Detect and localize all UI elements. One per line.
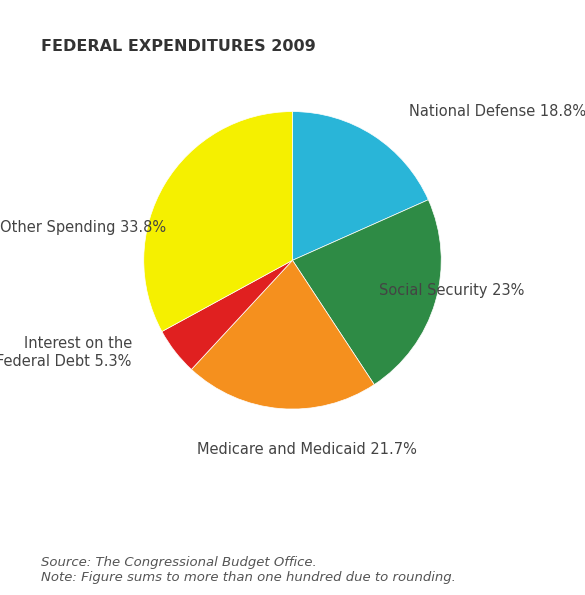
Text: Social Security 23%: Social Security 23% — [378, 283, 524, 298]
Wedge shape — [162, 260, 292, 369]
Wedge shape — [191, 260, 374, 409]
Wedge shape — [292, 200, 441, 384]
Wedge shape — [144, 112, 292, 331]
Text: FEDERAL EXPENDITURES 2009: FEDERAL EXPENDITURES 2009 — [41, 39, 316, 54]
Text: Other Spending 33.8%: Other Spending 33.8% — [0, 220, 166, 235]
Text: Interest on the
Federal Debt 5.3%: Interest on the Federal Debt 5.3% — [0, 336, 132, 369]
Wedge shape — [292, 112, 428, 260]
Text: Medicare and Medicaid 21.7%: Medicare and Medicaid 21.7% — [198, 441, 417, 457]
Text: Source: The Congressional Budget Office.
Note: Figure sums to more than one hund: Source: The Congressional Budget Office.… — [41, 556, 456, 584]
Text: National Defense 18.8%: National Defense 18.8% — [408, 104, 585, 119]
